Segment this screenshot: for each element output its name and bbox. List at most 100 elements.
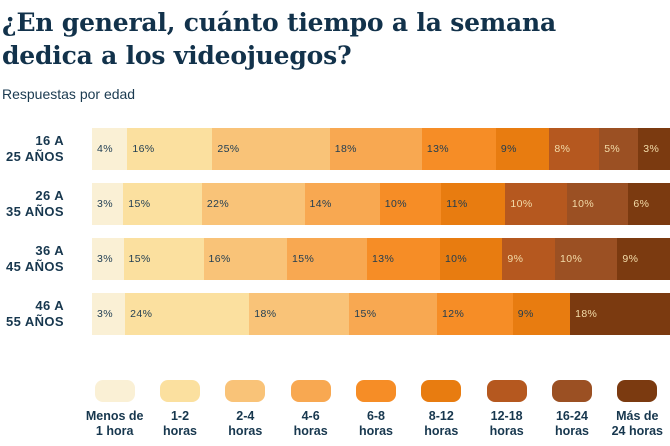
row-label-line-2: 55 AÑOS xyxy=(6,314,64,329)
bar-segment[interactable]: 18% xyxy=(570,293,670,335)
legend-swatch xyxy=(355,380,396,402)
bar-segment[interactable]: 25% xyxy=(212,128,330,170)
bar-segment[interactable]: 3% xyxy=(638,128,670,170)
bar-segment[interactable]: 3% xyxy=(92,293,126,335)
bar-segment[interactable]: 18% xyxy=(329,128,422,170)
row-label-line-2: 25 AÑOS xyxy=(6,149,64,164)
bar-segment[interactable]: 9% xyxy=(617,238,670,280)
bar-segment[interactable]: 10% xyxy=(554,238,618,280)
row-label: 26 A 35 AÑOS xyxy=(0,188,64,220)
segment-value-label: 3% xyxy=(97,253,113,265)
legend-swatch xyxy=(159,380,200,402)
bar-segment[interactable]: 4% xyxy=(92,128,128,170)
bar-segment[interactable]: 5% xyxy=(599,128,639,170)
bar-row-3: 36 A 45 AÑOS 3% 15% 16% 15% 13% 10% 9% 10% 9% xyxy=(0,238,670,280)
bar-segment[interactable]: 10% xyxy=(379,183,442,225)
legend-label: 12-18 horas xyxy=(490,409,524,439)
bar-row-4: 46 A 55 AÑOS 3% 24% 18% 15% 12% 9% 18% xyxy=(0,293,670,335)
legend-swatch xyxy=(617,380,658,402)
bar-segment[interactable]: 16% xyxy=(127,128,213,170)
row-label-line-1: 46 A xyxy=(35,298,64,313)
bar-segment[interactable]: 8% xyxy=(549,128,600,170)
legend-swatch xyxy=(94,380,135,402)
legend-item: 1-2 horas xyxy=(147,380,212,439)
bar-segment[interactable]: 18% xyxy=(249,293,350,335)
segment-value-label: 22% xyxy=(206,198,230,210)
bar-segment[interactable]: 13% xyxy=(367,238,440,280)
segment-value-label: 3% xyxy=(97,308,113,320)
bar-segment[interactable]: 24% xyxy=(125,293,250,335)
bar-segment[interactable]: 9% xyxy=(512,293,571,335)
bar-segment[interactable]: 15% xyxy=(287,238,367,280)
legend-label: 1-2 horas xyxy=(163,409,197,439)
legend-label-line-2: horas xyxy=(358,424,393,438)
legend-label-line-1: 16-24 xyxy=(555,409,588,423)
legend-label-line-1: 6-8 xyxy=(366,409,386,423)
segment-value-label: 9% xyxy=(507,253,524,265)
bar-segment[interactable]: 10% xyxy=(439,238,503,280)
bar-segment[interactable]: 9% xyxy=(502,238,555,280)
row-label: 36 A 45 AÑOS xyxy=(0,243,64,275)
bar-segment[interactable]: 22% xyxy=(201,183,305,225)
segment-value-label: 9% xyxy=(500,143,517,155)
segment-value-label: 24% xyxy=(130,308,153,320)
bar-segment[interactable]: 16% xyxy=(203,238,288,280)
bar-segment[interactable]: 13% xyxy=(421,128,496,170)
row-label: 16 A 25 AÑOS xyxy=(0,133,64,165)
segment-value-label: 15% xyxy=(128,198,151,210)
bar-segment[interactable]: 10% xyxy=(505,183,567,225)
chart-subtitle: Respuestas por edad xyxy=(2,86,136,102)
row-label-line-1: 26 A xyxy=(35,188,64,203)
segment-value-label: 8% xyxy=(554,143,571,155)
segment-value-label: 10% xyxy=(384,198,407,210)
segment-value-label: 15% xyxy=(354,308,377,320)
legend-swatch xyxy=(421,380,462,402)
legend-label: Menos de 1 hora xyxy=(86,409,144,439)
row-label-line-2: 35 AÑOS xyxy=(6,204,64,219)
segment-value-label: 4% xyxy=(97,143,113,155)
legend-label-line-1: 2-4 xyxy=(236,409,255,423)
segment-value-label: 16% xyxy=(132,143,155,155)
bar-segment[interactable]: 12% xyxy=(437,293,513,335)
legend-label-line-1: Más de xyxy=(616,409,659,423)
segment-value-label: 16% xyxy=(208,253,231,265)
legend-label-line-1: 8-12 xyxy=(428,409,454,423)
stacked-bar: 3% 24% 18% 15% 12% 9% 18% xyxy=(92,293,670,335)
bar-segment[interactable]: 15% xyxy=(123,183,202,225)
legend-label: 16-24 horas xyxy=(555,409,589,439)
stacked-bar: 3% 15% 22% 14% 10% 11% 10% 10% 6% xyxy=(92,183,670,225)
legend-label-line-1: Menos de xyxy=(85,409,144,423)
legend-label-line-2: 24 horas xyxy=(611,424,663,438)
legend-item: 8-12 horas xyxy=(409,380,474,439)
bar-segment[interactable]: 6% xyxy=(628,183,670,225)
segment-value-label: 10% xyxy=(510,198,533,210)
bar-segment[interactable]: 14% xyxy=(304,183,380,225)
bar-segment[interactable]: 3% xyxy=(92,183,124,225)
legend-swatch xyxy=(225,380,266,402)
bar-segment[interactable]: 10% xyxy=(566,183,629,225)
legend-item: 12-18 horas xyxy=(474,380,539,439)
segment-value-label: 18% xyxy=(575,308,598,320)
bar-segment[interactable]: 15% xyxy=(349,293,438,335)
legend-label: 8-12 horas xyxy=(424,409,458,439)
segment-value-label: 9% xyxy=(622,253,639,265)
segment-value-label: 5% xyxy=(604,143,621,155)
row-label-line-1: 16 A xyxy=(35,133,64,148)
bar-segment[interactable]: 11% xyxy=(441,183,506,225)
title-line-1: ¿En general, cuánto tiempo a la semana xyxy=(2,8,556,37)
bar-segment[interactable]: 3% xyxy=(92,238,124,280)
legend-item: Menos de 1 hora xyxy=(82,380,147,439)
segment-value-label: 15% xyxy=(292,253,315,265)
legend-swatch xyxy=(486,380,527,402)
legend-label-line-1: 1-2 xyxy=(170,409,190,423)
chart-header: ¿En general, cuánto tiempo a la semana d… xyxy=(0,0,670,103)
legend-item: Más de 24 horas xyxy=(605,380,670,439)
legend-label-line-2: horas xyxy=(554,424,589,438)
bar-segment[interactable]: 15% xyxy=(123,238,204,280)
bar-segment[interactable]: 9% xyxy=(495,128,550,170)
legend-label: 2-4 horas xyxy=(228,409,262,439)
segment-value-label: 18% xyxy=(334,143,357,155)
legend-label-line-2: horas xyxy=(424,424,459,438)
stacked-bar: 3% 15% 16% 15% 13% 10% 9% 10% 9% xyxy=(92,238,670,280)
segment-value-label: 10% xyxy=(444,253,468,265)
